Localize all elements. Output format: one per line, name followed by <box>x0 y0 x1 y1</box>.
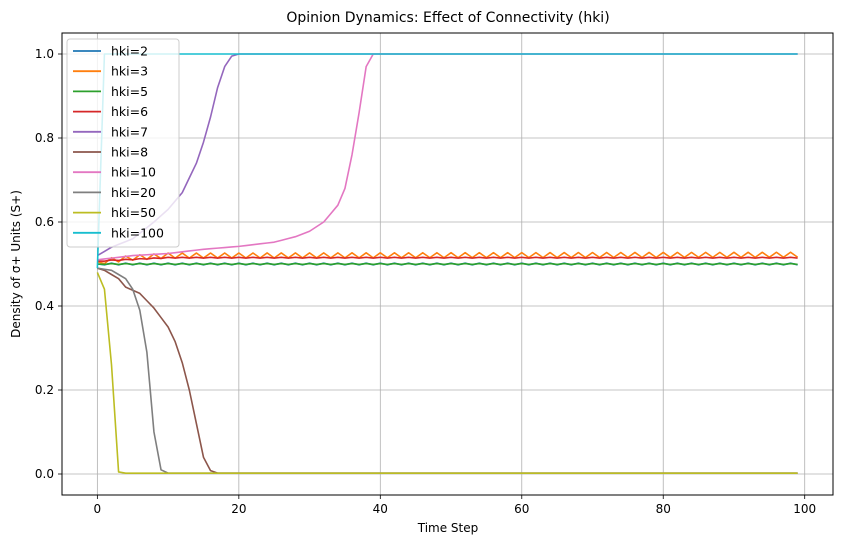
legend-label: hki=3 <box>111 64 148 79</box>
y-tick-label: 0.4 <box>35 299 54 313</box>
chart-title: Opinion Dynamics: Effect of Connectivity… <box>286 10 609 26</box>
y-tick-label: 0.6 <box>35 215 54 229</box>
legend-label: hki=8 <box>111 145 148 160</box>
x-tick-label: 100 <box>793 502 816 516</box>
y-tick-label: 0.2 <box>35 383 54 397</box>
x-tick-label: 80 <box>656 502 671 516</box>
series-lines <box>96 53 799 474</box>
legend: hki=2 hki=3 hki=5 hki=6 hki=7 hki=8 hki=10 hki=… <box>66 38 180 248</box>
y-tick-label: 1.0 <box>35 47 54 61</box>
legend-label: hki=6 <box>111 104 148 119</box>
legend-label: hki=100 <box>111 225 164 240</box>
x-tick-label: 40 <box>373 502 388 516</box>
x-tick-label: 0 <box>94 502 102 516</box>
legend-label: hki=5 <box>111 84 148 99</box>
series-line-hki-8 <box>97 267 798 474</box>
series-line-hki-6 <box>97 256 798 262</box>
y-axis-label: Density of σ+ Units (S+) <box>9 190 23 338</box>
legend-label: hki=2 <box>111 44 148 59</box>
series-line-hki-50 <box>96 272 798 474</box>
y-tick-label: 0.0 <box>35 467 54 481</box>
plot-area-frame <box>61 32 834 496</box>
series-line-hki-20 <box>97 267 798 474</box>
y-tick-label: 0.8 <box>35 131 54 145</box>
legend-label: hki=20 <box>111 185 156 200</box>
series-line-hki-3 <box>97 251 799 265</box>
x-tick-label: 60 <box>514 502 529 516</box>
legend-label: hki=7 <box>111 124 148 139</box>
x-axis-label: Time Step <box>417 521 479 535</box>
axis-ticks: 0 20 40 60 80 100 0.0 0.2 0.4 0.6 0.8 1.0 <box>35 47 816 516</box>
series-line-hki-10 <box>97 53 798 261</box>
series-line-hki-100 <box>96 53 798 269</box>
series-line-hki-7 <box>96 53 798 257</box>
x-tick-label: 20 <box>231 502 246 516</box>
legend-label: hki=50 <box>111 205 156 220</box>
legend-label: hki=10 <box>111 165 156 180</box>
series-line-hki-5 <box>97 262 798 266</box>
